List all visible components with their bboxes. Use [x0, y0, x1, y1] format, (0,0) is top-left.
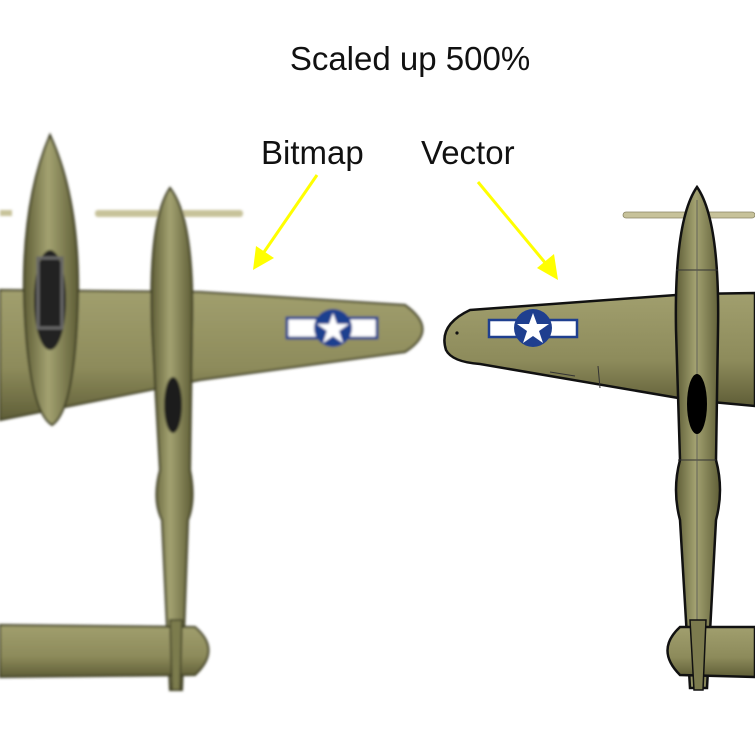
bitmap-stabilizer [0, 623, 210, 679]
bitmap-plane [0, 132, 424, 691]
bitmap-intake [164, 377, 182, 433]
vector-plane [443, 184, 755, 691]
vector-label: Vector [421, 134, 515, 171]
vector-stabilizer [666, 625, 755, 679]
bitmap-roundel [285, 309, 379, 347]
vector-boom-end [689, 619, 707, 691]
bitmap-arrow [253, 174, 319, 270]
bitmap-cockpit [34, 250, 66, 350]
vector-arrow [476, 181, 558, 280]
vector-tail-boom [674, 184, 722, 690]
bitmap-label: Bitmap [261, 134, 364, 171]
bitmap-canopy-frame [36, 256, 64, 330]
vector-wing-light [455, 331, 459, 335]
vector-intake [687, 374, 707, 434]
bitmap-propeller-left [0, 210, 12, 216]
bitmap-tail-boom [150, 186, 194, 691]
bitmap-boom-end [169, 619, 183, 691]
vector-wing-panel-line [549, 371, 576, 377]
vector-roundel [487, 309, 579, 347]
vector-wing-panel-line-2 [597, 365, 601, 389]
page-title: Scaled up 500% [289, 40, 531, 77]
